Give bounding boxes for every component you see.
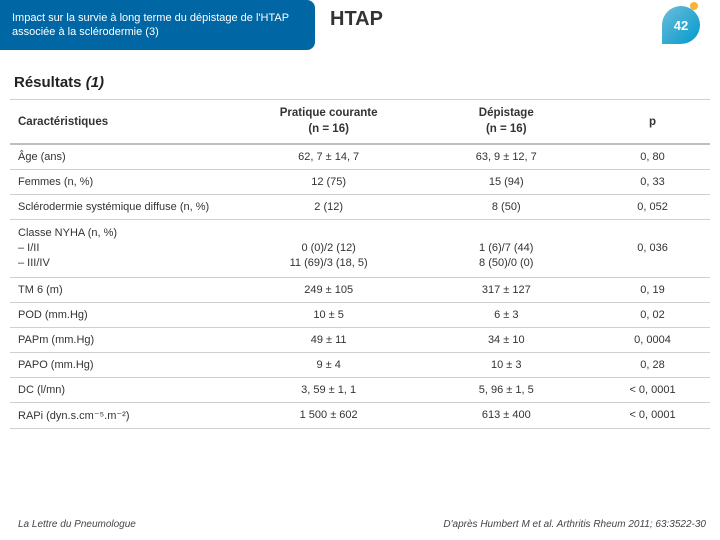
table-cell: POD (mm.Hg): [10, 302, 240, 327]
table-cell: 0, 036: [595, 220, 710, 278]
header-subtitle: Impact sur la survie à long terme du dép…: [0, 0, 315, 50]
col-header: Dépistage(n = 16): [417, 100, 595, 145]
table-cell: PAPm (mm.Hg): [10, 327, 240, 352]
table-cell: 317 ± 127: [417, 277, 595, 302]
table-cell: 249 ± 105: [240, 277, 418, 302]
header-title: HTAP: [330, 8, 383, 31]
section-title: Résultats (1): [0, 60, 720, 99]
table-cell: Sclérodermie systémique diffuse (n, %): [10, 195, 240, 220]
table-cell: 62, 7 ± 14, 7: [240, 144, 418, 170]
table-cell: 10 ± 3: [417, 352, 595, 377]
table-cell: 1 (6)/7 (44)8 (50)/0 (0): [417, 220, 595, 278]
col-header: Pratique courante(n = 16): [240, 100, 418, 145]
slide-number: 42: [674, 18, 688, 33]
table-row: PAPm (mm.Hg)49 ± 1134 ± 100, 0004: [10, 327, 710, 352]
table-cell: 0, 02: [595, 302, 710, 327]
table-cell: 0, 80: [595, 144, 710, 170]
table-cell: 12 (75): [240, 170, 418, 195]
footer-right: D'après Humbert M et al. Arthritis Rheum…: [443, 519, 706, 530]
footer-left: La Lettre du Pneumologue: [18, 519, 136, 530]
slide-number-badge: 42: [662, 6, 700, 44]
table-cell: 9 ± 4: [240, 352, 418, 377]
table-cell: 0 (0)/2 (12)11 (69)/3 (18, 5): [240, 220, 418, 278]
table-cell: 613 ± 400: [417, 402, 595, 428]
table-row: Âge (ans)62, 7 ± 14, 763, 9 ± 12, 70, 80: [10, 144, 710, 170]
col-header: Caractéristiques: [10, 100, 240, 145]
table-cell: 8 (50): [417, 195, 595, 220]
table-cell: PAPO (mm.Hg): [10, 352, 240, 377]
table-cell: < 0, 0001: [595, 402, 710, 428]
table-cell: 15 (94): [417, 170, 595, 195]
section-title-suffix: (1): [86, 74, 104, 91]
table-cell: 2 (12): [240, 195, 418, 220]
table-row: Sclérodermie systémique diffuse (n, %)2 …: [10, 195, 710, 220]
table-cell: DC (l/mn): [10, 377, 240, 402]
table-cell: Femmes (n, %): [10, 170, 240, 195]
slide-header: Impact sur la survie à long terme du dép…: [0, 0, 720, 60]
table-cell: Classe NYHA (n, %)– I/II– III/IV: [10, 220, 240, 278]
table-cell: 0, 0004: [595, 327, 710, 352]
table-cell: 1 500 ± 602: [240, 402, 418, 428]
table-cell: 0, 052: [595, 195, 710, 220]
table-cell: 3, 59 ± 1, 1: [240, 377, 418, 402]
table-cell: Âge (ans): [10, 144, 240, 170]
results-table: Caractéristiques Pratique courante(n = 1…: [10, 99, 710, 429]
table-header-row: Caractéristiques Pratique courante(n = 1…: [10, 100, 710, 145]
col-header: p: [595, 100, 710, 145]
table-row: RAPi (dyn.s.cm⁻⁵.m⁻²)1 500 ± 602613 ± 40…: [10, 402, 710, 428]
table-cell: TM 6 (m): [10, 277, 240, 302]
table-cell: 5, 96 ± 1, 5: [417, 377, 595, 402]
table-cell: 0, 28: [595, 352, 710, 377]
table-row: DC (l/mn)3, 59 ± 1, 15, 96 ± 1, 5< 0, 00…: [10, 377, 710, 402]
table-cell: 49 ± 11: [240, 327, 418, 352]
table-row: POD (mm.Hg)10 ± 56 ± 30, 02: [10, 302, 710, 327]
table-cell: < 0, 0001: [595, 377, 710, 402]
badge-icon: 42: [662, 6, 700, 44]
table-cell: 34 ± 10: [417, 327, 595, 352]
section-title-prefix: Résultats: [14, 74, 86, 91]
table-cell: 10 ± 5: [240, 302, 418, 327]
table-row: PAPO (mm.Hg)9 ± 410 ± 30, 28: [10, 352, 710, 377]
table-cell: RAPi (dyn.s.cm⁻⁵.m⁻²): [10, 402, 240, 428]
table-cell: 6 ± 3: [417, 302, 595, 327]
table-cell: 0, 19: [595, 277, 710, 302]
table-row: TM 6 (m)249 ± 105317 ± 1270, 19: [10, 277, 710, 302]
table-cell: 63, 9 ± 12, 7: [417, 144, 595, 170]
table-row: Femmes (n, %)12 (75)15 (94)0, 33: [10, 170, 710, 195]
table-row: Classe NYHA (n, %)– I/II– III/IV0 (0)/2 …: [10, 220, 710, 278]
subtitle-text: Impact sur la survie à long terme du dép…: [12, 11, 303, 40]
table-cell: 0, 33: [595, 170, 710, 195]
